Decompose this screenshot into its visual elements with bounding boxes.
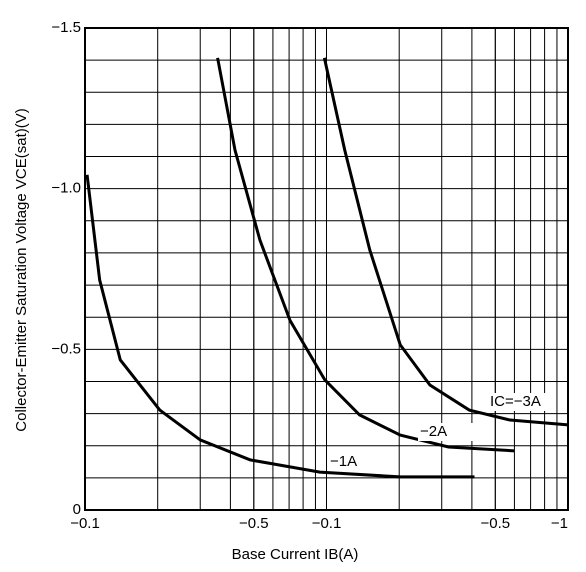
y-axis-label: Collector-Emitter Saturation Voltage VCE… — [13, 108, 30, 431]
y-tick-label: −1.5 — [51, 19, 81, 36]
curve — [322, 57, 569, 427]
x-tick-label: −1 — [551, 515, 568, 532]
curve — [216, 57, 515, 453]
y-tick-label: 0 — [73, 501, 81, 518]
curve — [85, 174, 475, 479]
x-tick-label: −0.5 — [480, 515, 510, 532]
x-tick-label: −0.1 — [312, 515, 342, 532]
series-label: −1A — [330, 453, 357, 470]
x-axis-label: Base Current IB(A) — [232, 546, 359, 563]
x-tick-label: −0.1 — [70, 515, 100, 532]
plot-frame — [84, 27, 569, 511]
y-tick-label: −1.0 — [51, 180, 81, 197]
label-bg — [418, 423, 478, 441]
x-tick-label: −0.5 — [239, 515, 269, 532]
series-label: −2A — [420, 423, 447, 440]
y-tick-label: −0.5 — [51, 340, 81, 357]
series-label: IC=−3A — [490, 393, 541, 410]
label-bg — [328, 453, 388, 471]
label-bg — [488, 393, 548, 411]
